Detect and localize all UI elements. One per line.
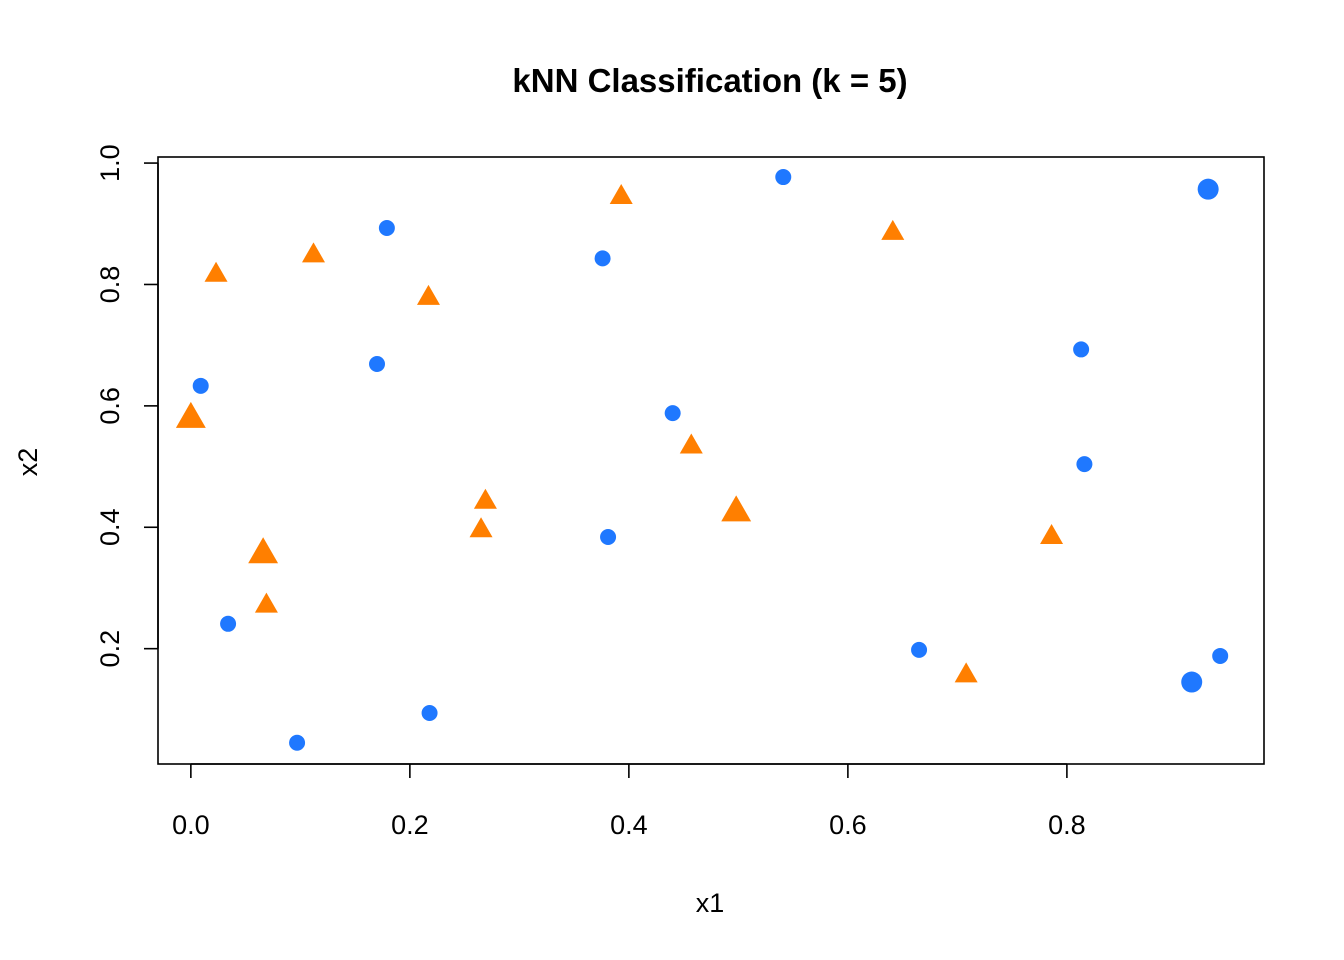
triangle-point xyxy=(721,495,752,522)
x-tick-label: 0.0 xyxy=(172,810,210,840)
data-points xyxy=(175,169,1229,751)
chart-title: kNN Classification (k = 5) xyxy=(512,62,907,99)
y-tick-label: 0.8 xyxy=(95,266,125,304)
triangle-point xyxy=(609,184,633,205)
x-tick-label: 0.4 xyxy=(610,810,648,840)
circle-point xyxy=(1197,178,1219,200)
triangle-point xyxy=(473,488,497,509)
triangle-point xyxy=(175,401,206,428)
y-tick-label: 0.2 xyxy=(95,630,125,668)
circle-point xyxy=(911,641,928,658)
x-tick-label: 0.2 xyxy=(391,810,429,840)
y-axis-label: x2 xyxy=(13,448,43,477)
circle-point xyxy=(600,528,617,545)
plot-area xyxy=(157,156,1265,765)
circle-point xyxy=(192,377,209,394)
triangle-point xyxy=(1040,523,1064,544)
y-tick-label: 1.0 xyxy=(95,144,125,182)
y-tick-label: 0.4 xyxy=(95,508,125,546)
triangle-point xyxy=(679,433,703,454)
circle-point xyxy=(664,405,681,422)
circle-point xyxy=(1212,647,1229,664)
triangle-point xyxy=(254,592,278,613)
triangle-point xyxy=(954,662,978,683)
circle-point xyxy=(1073,341,1090,358)
triangle-point xyxy=(469,517,493,538)
circle-point xyxy=(1076,456,1093,473)
triangle-point xyxy=(301,242,325,263)
circle-point xyxy=(594,250,611,267)
circle-point xyxy=(421,705,438,722)
y-tick-label: 0.6 xyxy=(95,387,125,425)
triangle-point xyxy=(204,261,228,282)
y-axis: 0.2 0.4 0.6 0.8 1.0 xyxy=(95,144,159,668)
triangle-point xyxy=(881,219,905,240)
circle-point xyxy=(378,220,395,237)
circle-point xyxy=(369,355,386,372)
x-axis: 0.0 0.2 0.4 0.6 0.8 xyxy=(172,763,1086,840)
x-tick-label: 0.8 xyxy=(1048,810,1086,840)
circle-point xyxy=(220,615,237,632)
circle-point xyxy=(289,734,306,751)
x-axis-label: x1 xyxy=(696,888,725,918)
circle-point xyxy=(775,169,792,186)
triangle-point xyxy=(248,537,279,564)
triangle-point xyxy=(416,284,440,305)
circle-point xyxy=(1181,671,1203,693)
x-tick-label: 0.6 xyxy=(829,810,867,840)
